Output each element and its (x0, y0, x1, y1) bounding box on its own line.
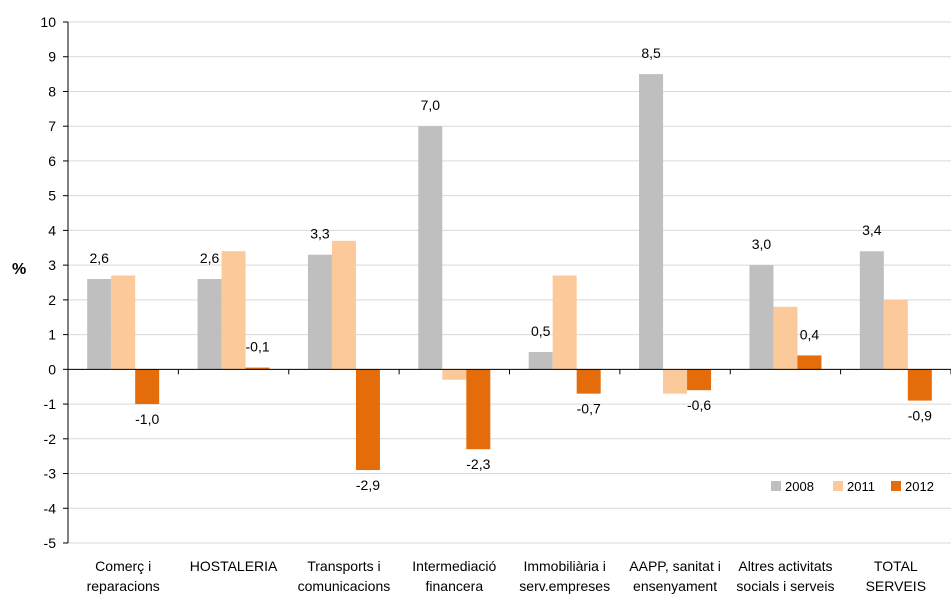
data-label: 2,6 (89, 250, 109, 266)
y-tick-label: 9 (48, 49, 56, 65)
data-label: 7,0 (421, 97, 441, 113)
bar-2012 (797, 355, 822, 370)
y-tick-label: -3 (44, 466, 57, 482)
y-tick-label: 3 (48, 257, 56, 273)
data-label: -0,7 (577, 401, 601, 417)
y-tick-label: -4 (44, 500, 57, 516)
category-label: comunicacions (298, 578, 391, 594)
y-tick-label: -1 (44, 396, 57, 412)
y-tick-label: 4 (48, 222, 56, 238)
legend-swatch-2008 (771, 481, 781, 491)
data-label: 3,3 (310, 226, 330, 242)
category-label: Intermediació (412, 558, 496, 574)
category-labels: Comerç i reparacions HOSTALERIA Transports … (87, 558, 926, 594)
bar-2011 (331, 240, 356, 370)
bar-2008 (197, 279, 222, 370)
legend-swatch-2012 (891, 481, 901, 491)
data-label: 0,4 (800, 326, 820, 342)
y-tick-label: -5 (44, 535, 57, 551)
data-labels: 2,6 2,6 3,3 7,0 0,5 8,5 3,0 3,4 -1,0 -0,1 -2,9 -2,3… (89, 45, 932, 493)
bar-2008 (639, 74, 664, 370)
bar-2008 (859, 251, 884, 370)
y-tick-label: 7 (48, 118, 56, 134)
bar-2012 (466, 369, 491, 450)
category-label: Immobiliària i (523, 558, 605, 574)
category-label: TOTAL (874, 558, 918, 574)
bar-2012 (355, 369, 380, 471)
axes: -5 -4 -3 -2 -1 0 1 2 3 4 5 6 7 8 9 10 (40, 14, 951, 551)
data-label: -1,0 (135, 411, 159, 427)
legend-label-2012: 2012 (905, 479, 934, 494)
y-axis-label: % (12, 261, 26, 278)
category-label: SERVEIS (866, 578, 926, 594)
bar-2008 (307, 254, 332, 370)
data-label: -0,6 (687, 397, 711, 413)
y-tick-label: 1 (48, 327, 56, 343)
legend-swatch-2011 (833, 481, 843, 491)
bar-2008 (528, 351, 553, 370)
y-tick-label: -2 (44, 431, 57, 447)
bar-2012 (135, 369, 160, 405)
category-label: serv.empreses (519, 578, 610, 594)
y-tick-label: 0 (48, 361, 56, 377)
bars (87, 74, 932, 471)
bar-2008 (749, 265, 774, 370)
y-tick-label: 5 (48, 188, 56, 204)
bar-2011 (442, 369, 467, 380)
bar-2011 (663, 369, 688, 394)
y-tick-label: 10 (40, 14, 56, 30)
bar-2011 (221, 251, 246, 370)
legend-label-2008: 2008 (785, 479, 814, 494)
bar-2011 (552, 275, 577, 370)
category-label: Transports i (307, 558, 380, 574)
data-label: -0,9 (908, 408, 932, 424)
bar-2012 (576, 369, 601, 394)
category-label: HOSTALERIA (190, 558, 278, 574)
data-label: 3,0 (752, 236, 772, 252)
bar-2008 (418, 126, 443, 370)
category-label: reparacions (87, 578, 160, 594)
bar-2008 (87, 279, 112, 370)
bar-2012 (245, 367, 270, 370)
bar-2011 (883, 299, 908, 370)
category-label: ensenyament (633, 578, 717, 594)
bar-2012 (907, 369, 932, 401)
data-label: 3,4 (862, 222, 882, 238)
y-tick-label: 8 (48, 83, 56, 99)
bar-2012 (687, 369, 712, 391)
category-label: socials i serveis (736, 578, 834, 594)
y-tick-label: 2 (48, 292, 56, 308)
data-label: 8,5 (641, 45, 661, 61)
legend-label-2011: 2011 (847, 479, 875, 494)
category-label: AAPP, sanitat i (629, 558, 721, 574)
y-tick-label: 6 (48, 153, 56, 169)
data-label: -2,9 (356, 477, 380, 493)
category-label: Comerç i (95, 558, 151, 574)
category-label: Altres activitats (738, 558, 832, 574)
bar-2011 (773, 306, 798, 370)
legend: 2008 2011 2012 (771, 479, 934, 494)
data-label: 2,6 (200, 250, 220, 266)
data-label: -2,3 (466, 456, 490, 472)
data-label: -0,1 (246, 338, 270, 354)
data-label: 0,5 (531, 323, 551, 339)
category-label: financera (426, 578, 484, 594)
bar-2011 (111, 275, 136, 370)
